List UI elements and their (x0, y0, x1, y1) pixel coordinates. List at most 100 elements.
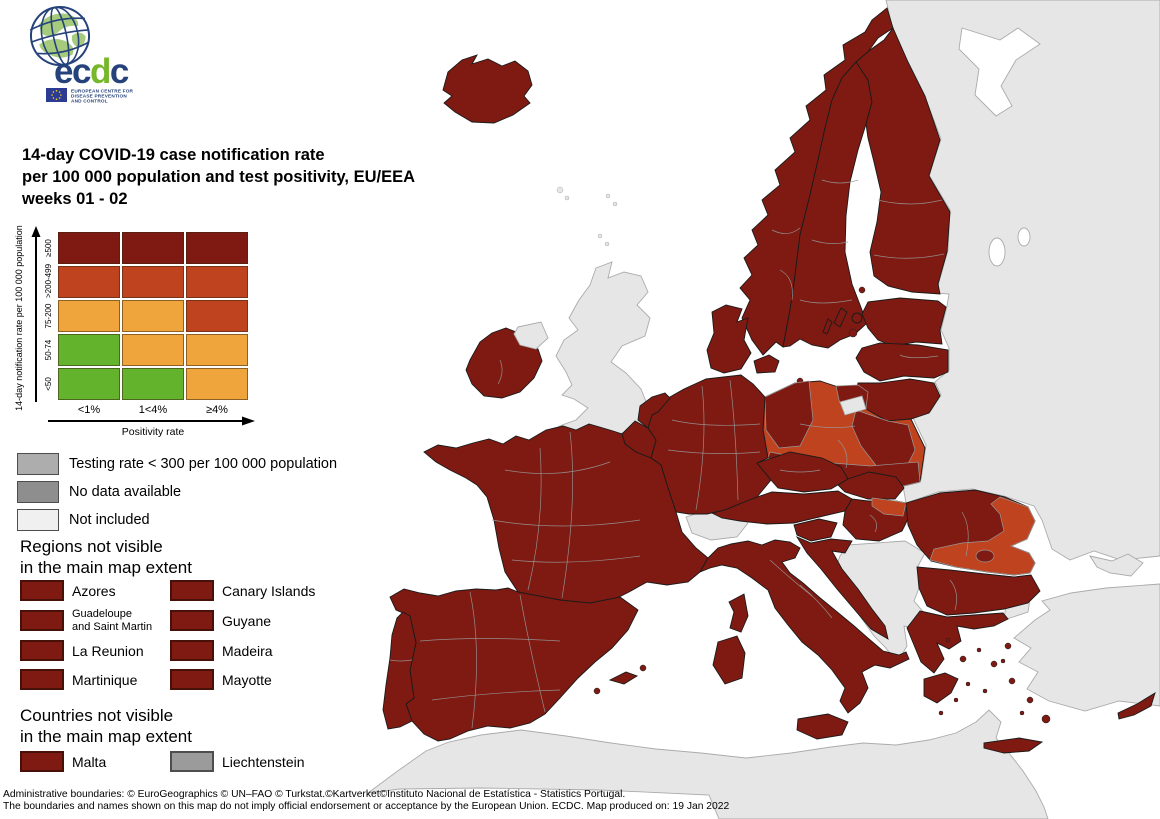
map-area-orkney-2 (604, 241, 610, 247)
matrix-cell-r0-c2 (186, 232, 248, 264)
region-border-line-3 (561, 431, 574, 599)
map-area-lesbos (1004, 642, 1012, 650)
map-area-orkney-1 (597, 233, 603, 239)
map-area-bulgaria (916, 566, 1041, 616)
region-border-line-16 (811, 239, 849, 244)
map-area-white-sea (958, 27, 1041, 117)
map-area-saaremaa (851, 312, 863, 324)
map-area-spain (389, 587, 639, 742)
matrix-row-label-3: 50-74 (44, 339, 53, 361)
region-border-line-12 (729, 379, 739, 501)
eu-flag-icon (46, 88, 67, 102)
legend-swatch-nodata (17, 481, 59, 503)
map-legend: Testing rate < 300 per 100 000 populatio… (17, 452, 337, 536)
map-area-crete (983, 737, 1044, 754)
region-border-line-14 (799, 584, 833, 619)
matrix-cell-r2-c1 (122, 300, 184, 332)
footer-line-1: Administrative boundaries: © EuroGeograp… (3, 789, 626, 800)
title-line-3: weeks 01 - 02 (22, 190, 128, 208)
legend-item-notincluded: Not included (17, 508, 337, 532)
map-area-romania-southeast (929, 496, 1036, 576)
map-area-slovenia (793, 518, 838, 542)
map-area-kos (1026, 696, 1034, 704)
region-border-line-23 (837, 439, 848, 469)
map-area-shetland-2 (612, 201, 618, 207)
x-axis-arrow-icon (48, 416, 255, 426)
list-item-madeira: Madeira (170, 639, 360, 662)
region-border-line-19 (771, 227, 801, 234)
list-item-canary-islands: Canary Islands (170, 579, 360, 602)
title-line-2: per 100 000 population and test positivi… (22, 168, 416, 186)
legend-item-testing: Testing rate < 300 per 100 000 populatio… (17, 452, 337, 476)
map-area-lake-ladoga (988, 237, 1006, 267)
map-area-oland (822, 318, 833, 335)
map-area-mallorca (608, 671, 639, 685)
logo-wordmark: ecdc (54, 52, 129, 91)
item-label: Guyane (222, 612, 272, 629)
map-area-northern-ireland (513, 321, 549, 350)
map-area-bucharest (975, 549, 995, 563)
map-area-peloponnese (923, 672, 959, 704)
map-area-aegean-2 (959, 655, 967, 663)
legend-label: Testing rate < 300 per 100 000 populatio… (69, 456, 338, 472)
title-line-1: 14-day COVID-19 case notification rate (22, 146, 325, 164)
map-area-latvia (855, 342, 949, 382)
legend-swatch-notincluded (17, 509, 59, 531)
matrix-col-label-0: <1% (77, 404, 101, 416)
map-area-croatia (795, 536, 889, 640)
matrix-cell-r4-c2 (186, 368, 248, 400)
map-area-italy (698, 539, 910, 714)
region-border-line-13 (769, 559, 813, 597)
region-border-line-28 (497, 359, 503, 385)
map-area-finland (855, 27, 951, 295)
list-item-azores: Azores (20, 579, 170, 602)
map-area-ibiza (593, 687, 601, 695)
map-area-aegean-1 (945, 637, 951, 643)
y-axis-arrow-icon (31, 226, 41, 402)
matrix-cell-r4-c1 (122, 368, 184, 400)
item-label: Canary Islands (222, 582, 316, 599)
color-swatch (20, 669, 64, 690)
list-item-malta: Malta (20, 750, 170, 773)
regions-heading: Regions not visible in the main map exte… (20, 537, 192, 577)
matrix-col-label-1: 1<4% (138, 404, 168, 416)
list-item-liechtenstein: Liechtenstein (170, 750, 360, 773)
countries-heading: Countries not visible in the main map ex… (20, 706, 192, 746)
map-area-faroe-1 (556, 186, 564, 194)
countries-list: Malta Liechtenstein (20, 750, 360, 773)
matrix-cell-r1-c0 (58, 266, 120, 298)
map-area-aegean-5 (1008, 677, 1016, 685)
matrix-x-axis-label: Positivity rate (121, 426, 185, 438)
map-area-chios (1000, 658, 1006, 664)
matrix-row-label-1: >200-499 (44, 263, 53, 298)
region-border-line-29 (779, 469, 821, 473)
map-area-karpathos (1019, 710, 1025, 716)
matrix-row-label-4: <50 (44, 377, 53, 391)
map-area-aegean-8 (965, 681, 971, 687)
map-area-lake-onega (1017, 227, 1031, 247)
color-swatch (170, 751, 214, 772)
color-swatch (20, 751, 64, 772)
item-label: Azores (72, 582, 116, 599)
map-area-aegean-3 (976, 647, 982, 653)
map-area-portugal (382, 611, 417, 730)
matrix-cell-r0-c0 (58, 232, 120, 264)
map-area-kythira (938, 710, 944, 716)
map-area-shetland-1 (605, 193, 611, 199)
region-border-line-20 (877, 199, 943, 205)
legend-label: No data available (69, 484, 182, 500)
matrix-row-label-0: ≥500 (44, 239, 53, 257)
map-area-slovakia (837, 471, 905, 500)
map-area-iceland (442, 54, 533, 124)
map-area-sicily (796, 713, 849, 740)
footer-line-2: The boundaries and names shown on this m… (3, 800, 730, 812)
map-area-netherlands (637, 392, 671, 429)
matrix-legend-cells (58, 232, 248, 400)
item-label: Liechtenstein (222, 753, 305, 770)
item-label: Martinique (72, 671, 138, 688)
color-swatch (170, 580, 214, 601)
item-label: Madeira (222, 642, 273, 659)
map-area-aland (858, 286, 866, 294)
matrix-cell-r0-c1 (122, 232, 184, 264)
region-border-line-1 (491, 519, 641, 527)
